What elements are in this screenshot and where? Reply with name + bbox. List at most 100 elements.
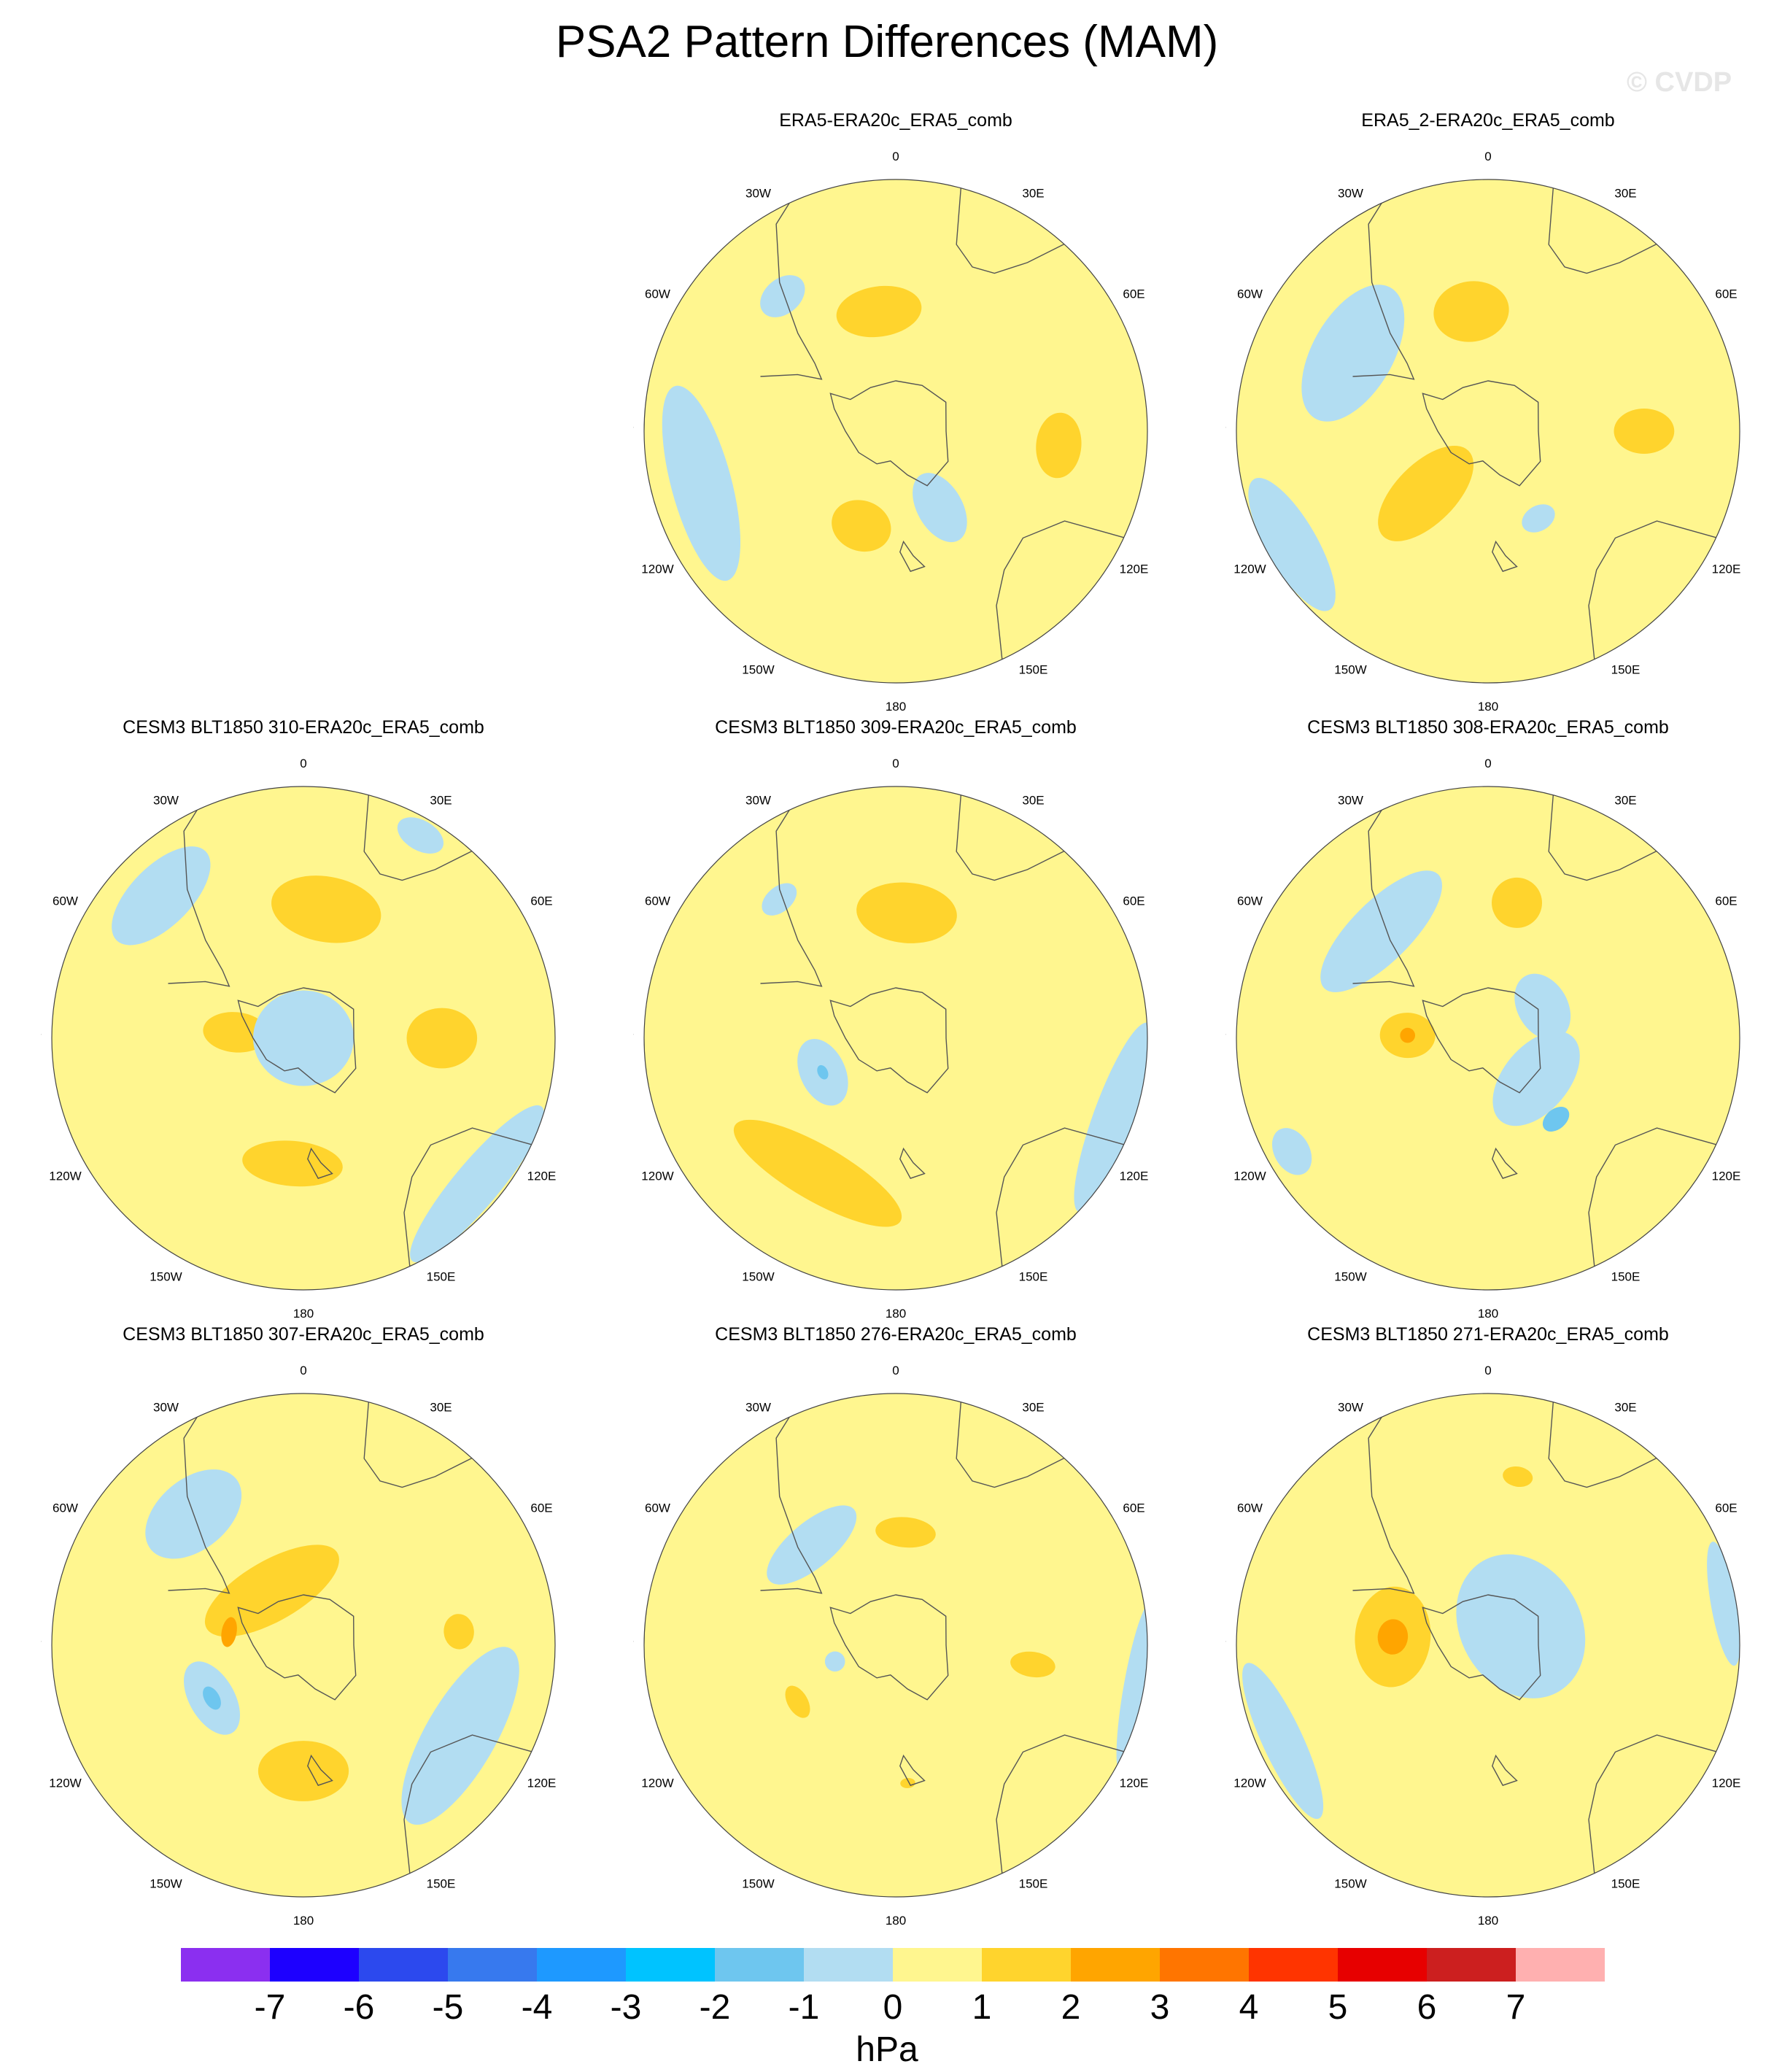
coastline <box>899 1754 926 1786</box>
longitude-label: 60E <box>530 1501 552 1515</box>
coastline <box>1492 1147 1518 1179</box>
colorbar-tick-label: 1 <box>972 1988 992 2027</box>
colorbar-swatch <box>359 1948 449 1982</box>
longitude-label: 150E <box>1611 663 1641 677</box>
coastline <box>996 1127 1124 1267</box>
map-panel: CESM3 BLT1850 308-ERA20c_ERA5_comb 0 30E 60… <box>1225 715 1751 1321</box>
coastline <box>307 1147 333 1179</box>
longitude-label: 180 <box>1478 1914 1498 1928</box>
coastline <box>363 795 473 881</box>
coastline <box>956 795 1065 881</box>
longitude-label: 60W <box>1237 894 1263 908</box>
panel-title: CESM3 BLT1850 309-ERA20c_ERA5_comb <box>715 717 1077 738</box>
coastline <box>996 1734 1124 1874</box>
contour-region <box>1503 1466 1533 1488</box>
longitude-label: 60W <box>53 1501 78 1515</box>
longitude-label: 60W <box>1237 1501 1263 1515</box>
colorbar-tick-label: -1 <box>788 1988 820 2027</box>
colorbar-swatch <box>181 1948 271 1982</box>
longitude-label: 60E <box>1123 894 1144 908</box>
coastline <box>1492 540 1518 572</box>
longitude-label: 180 <box>1478 1307 1498 1321</box>
longitude-label: 30W <box>1338 1401 1363 1415</box>
contour-region <box>1271 1128 1312 1175</box>
longitude-label: 150W <box>1334 1270 1366 1284</box>
coastline <box>829 1594 949 1701</box>
map-boundary <box>643 1393 1148 1898</box>
contour-region <box>1010 1651 1056 1678</box>
coastline <box>760 809 823 987</box>
colorbar-tick-label: 5 <box>1328 1988 1348 2027</box>
longitude-label: 150W <box>150 1270 182 1284</box>
longitude-label: 120E <box>527 1170 557 1183</box>
longitude-label: 120E <box>527 1777 557 1790</box>
coastline <box>899 540 926 572</box>
longitude-label: 150W <box>742 1877 774 1891</box>
longitude-label: 120W <box>1233 1777 1266 1790</box>
colorbar-swatch <box>893 1948 983 1982</box>
colorbar-tick-label: -3 <box>610 1988 642 2027</box>
map-boundary <box>1236 786 1740 1291</box>
longitude-label: 60E <box>530 894 552 908</box>
colorbar-tick-label: -5 <box>432 1988 464 2027</box>
coastline <box>956 188 1065 274</box>
polar-map: 030E60E90E120E150E180150W120W90W60W30W <box>633 150 1149 714</box>
longitude-label: 120W <box>49 1170 81 1183</box>
longitude-label: 30E <box>1022 187 1044 201</box>
longitude-label: 150W <box>1334 663 1366 677</box>
coastline <box>760 202 823 380</box>
contour-region <box>204 1545 339 1637</box>
colorbar-swatch <box>1249 1948 1339 1982</box>
longitude-label: 120E <box>1120 1777 1149 1790</box>
polar-map: 030E60E90E120E150E180150W120W90W60W30W <box>633 1364 1149 1928</box>
contour-region <box>856 882 957 943</box>
map-background-field <box>644 1393 1147 1897</box>
colorbar-swatch <box>982 1948 1072 1982</box>
contour-region <box>762 883 797 916</box>
longitude-label: 30E <box>1022 794 1044 808</box>
contour-region <box>1074 1022 1147 1213</box>
longitude-label: 30W <box>153 1401 179 1415</box>
figure-title: PSA2 Pattern Differences (MAM) <box>555 17 1219 67</box>
coastline <box>760 1416 823 1594</box>
colorbar-tick-label: 7 <box>1506 1988 1526 2027</box>
longitude-label: 180 <box>293 1914 314 1928</box>
longitude-label: 60E <box>1715 1501 1737 1515</box>
contour-region <box>1377 1619 1409 1655</box>
cvdp-watermark: © CVDP <box>1627 67 1732 98</box>
contour-region <box>1400 1027 1416 1043</box>
contour-region <box>785 1685 810 1718</box>
longitude-label: 120E <box>1120 563 1149 576</box>
longitude-label: 30E <box>1614 187 1636 201</box>
longitude-label: 60E <box>1715 287 1737 301</box>
colorbar-swatch <box>1338 1948 1428 1982</box>
longitude-label: 0 <box>300 1364 306 1377</box>
longitude-label: 60W <box>645 894 670 908</box>
longitude-label: 60W <box>645 287 670 301</box>
contour-region <box>271 875 381 943</box>
contour-region <box>875 1517 936 1548</box>
map-panel: ERA5-ERA20c_ERA5_comb030E60E90E120E150E1… <box>633 108 1158 714</box>
coastline <box>1492 1754 1518 1786</box>
contour-region <box>1242 1663 1324 1820</box>
coastline <box>1548 795 1657 881</box>
coastline <box>168 809 231 987</box>
longitude-label: 60W <box>53 894 78 908</box>
longitude-label: 60W <box>645 1501 670 1515</box>
longitude-label: 30E <box>1614 794 1636 808</box>
colorbar <box>181 1948 1605 1982</box>
colorbar-tick-label: 0 <box>883 1988 903 2027</box>
contour-region <box>406 1008 478 1069</box>
coastline <box>1588 1127 1716 1267</box>
contour-region <box>1248 478 1336 611</box>
longitude-label: 120E <box>1712 1170 1741 1183</box>
colorbar-swatch <box>804 1948 894 1982</box>
coastline <box>1422 1594 1541 1701</box>
coastline <box>237 987 357 1094</box>
longitude-label: 120W <box>49 1777 81 1790</box>
colorbar-swatch <box>537 1948 627 1982</box>
panel-title: CESM3 BLT1850 308-ERA20c_ERA5_comb <box>1307 717 1669 738</box>
longitude-label: 60E <box>1123 287 1144 301</box>
panel-title: CESM3 BLT1850 307-ERA20c_ERA5_comb <box>123 1324 484 1345</box>
coastline <box>1422 380 1541 487</box>
